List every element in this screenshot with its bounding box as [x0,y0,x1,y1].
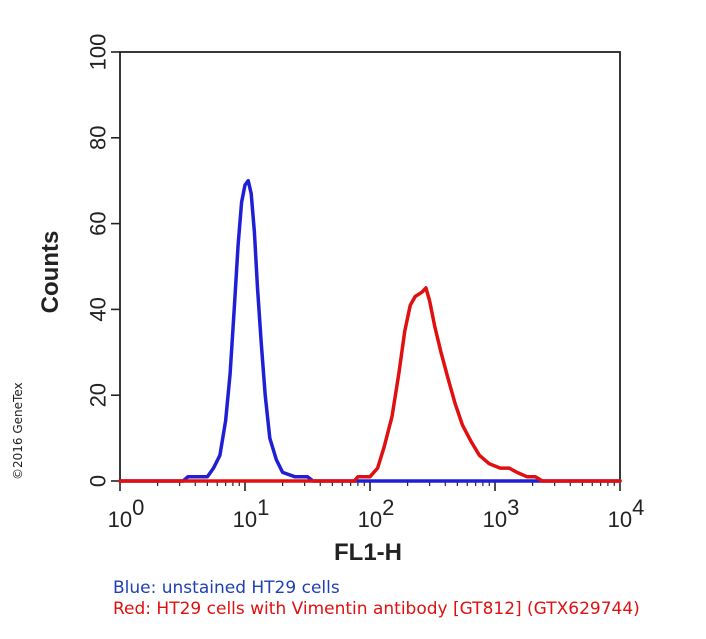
y-tick-label: 80 [86,126,111,150]
x-tick-label: 100 [108,495,145,532]
caption-red-series: Red: HT29 cells with Vimentin antibody [… [113,599,640,619]
y-tick-label: 60 [86,211,111,235]
y-tick-label: 0 [86,475,111,487]
x-axis-label: FL1-H [334,539,402,566]
y-tick-label: 40 [86,297,111,321]
x-tick-label: 102 [358,495,395,532]
series-line-red [118,286,622,483]
series-layer [118,178,622,483]
y-tick-label: 20 [86,383,111,407]
y-axis: 0 20 40 60 80 100 [86,34,120,487]
y-axis-label: Counts [37,231,64,314]
x-tick-label: 104 [608,495,645,532]
y-tick-label: 100 [86,34,111,71]
x-axis: 100 101 102 103 104 [108,481,645,532]
x-tick-label: 103 [483,495,520,532]
x-tick-label: 101 [233,495,270,532]
caption-blue-series: Blue: unstained HT29 cells [113,578,340,598]
series-line-blue [118,178,622,483]
copyright-text: ©2016 GeneTex [11,382,25,480]
plot-frame [119,51,621,482]
